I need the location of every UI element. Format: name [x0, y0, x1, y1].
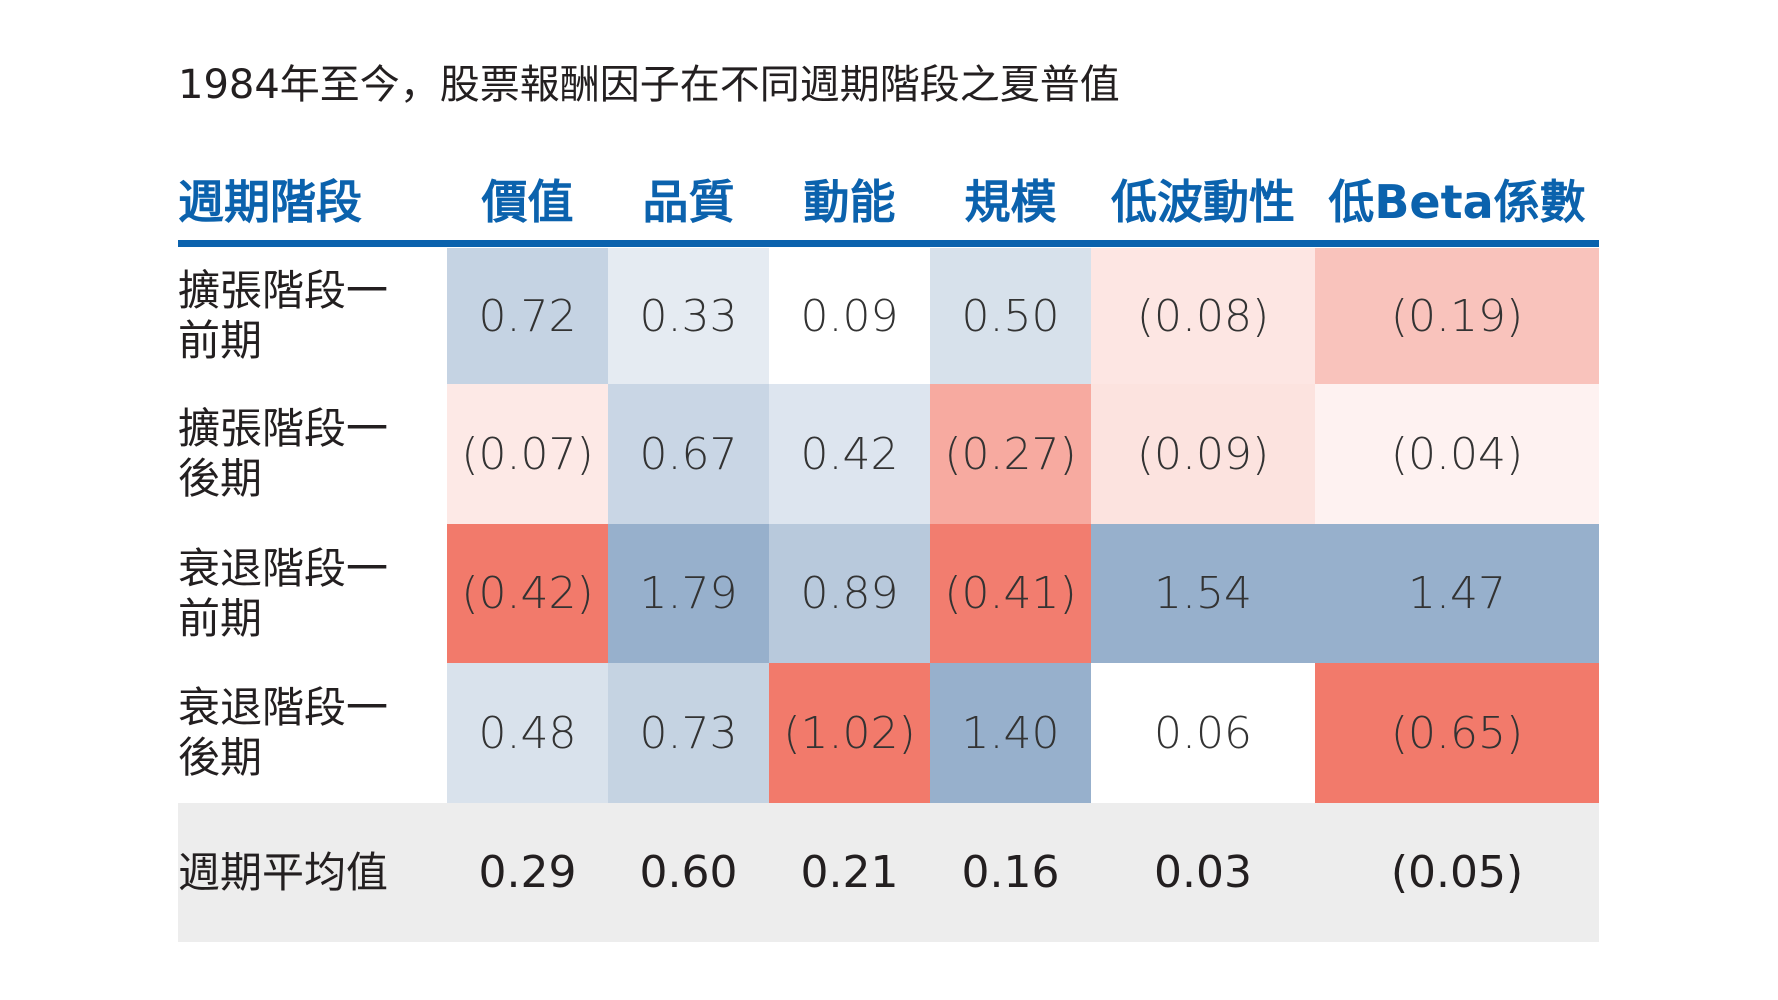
heatmap-cell: 0.48: [447, 663, 608, 803]
row-label-line1: 衰退階段一: [178, 543, 389, 593]
average-cell: 0.29: [478, 847, 577, 898]
heatmap-cell: 0.73: [608, 663, 769, 803]
column-header: 動能: [803, 175, 896, 229]
row-header-label: 週期階段: [178, 175, 362, 229]
heatmap-cell: (0.04): [1315, 384, 1599, 524]
row-label: 衰退階段一 前期: [178, 524, 447, 663]
heatmap-cell: 0.72: [447, 248, 608, 384]
heatmap-cell: 0.06: [1091, 663, 1315, 803]
heatmap-cell: (0.41): [930, 524, 1091, 663]
heatmap-cell: 1.79: [608, 524, 769, 663]
row-label: 衰退階段一 後期: [178, 663, 447, 803]
column-header: 低Beta係數: [1328, 175, 1586, 229]
column-header: 價值: [481, 175, 574, 229]
table-row: 擴張階段一 前期 0.72 0.33 0.09 0.50 (0.08) (0.19): [178, 248, 1599, 384]
column-header: 低波動性: [1111, 175, 1295, 229]
row-label: 擴張階段一 後期: [178, 384, 447, 524]
heatmap-cell: (0.09): [1091, 384, 1315, 524]
average-cell: (0.05): [1390, 847, 1524, 898]
table-row: 衰退階段一 後期 0.48 0.73 (1.02) 1.40 0.06 (0.65): [178, 663, 1599, 803]
row-label-line2: 後期: [178, 454, 263, 503]
column-header: 規模: [964, 175, 1057, 229]
table-row: 擴張階段一 後期 (0.07) 0.67 0.42 (0.27) (0.09) (0.04): [178, 384, 1599, 524]
heatmap-cell: 0.50: [930, 248, 1091, 384]
average-row: 週期平均值 0.29 0.60 0.21 0.16 0.03 (0.05): [178, 803, 1599, 942]
row-label-line1: 衰退階段一: [178, 683, 389, 732]
row-label-line1: 擴張階段一: [178, 404, 389, 453]
row-label-line2: 前期: [178, 593, 263, 643]
heatmap-cell: 0.89: [769, 524, 930, 663]
average-cell: 0.60: [639, 847, 738, 898]
column-header-row: 週期階段 價值 品質 動能 規模 低波動性 低Beta係數: [178, 168, 1599, 236]
average-cell: 0.03: [1154, 847, 1252, 898]
heatmap-cell: (0.19): [1315, 248, 1599, 384]
heatmap-cell: (0.07): [447, 384, 608, 524]
column-header: 品質: [642, 175, 735, 229]
chart-title: 1984年至今，股票報酬因子在不同週期階段之夏普值: [178, 62, 1120, 108]
heatmap-cell: (0.65): [1315, 663, 1599, 803]
heatmap-cell: (0.42): [447, 524, 608, 663]
row-label-line1: 擴張階段一: [178, 266, 389, 315]
heatmap-cell: (1.02): [769, 663, 930, 803]
average-cell: 0.16: [961, 847, 1060, 898]
heatmap-cell: 0.67: [608, 384, 769, 524]
average-cell: 0.21: [800, 847, 899, 898]
heatmap-cell: (0.27): [930, 384, 1091, 524]
row-label-line2: 前期: [178, 316, 263, 365]
heatmap-cell: 1.47: [1315, 524, 1599, 663]
row-label-line2: 後期: [178, 733, 263, 782]
average-label: 週期平均值: [178, 847, 389, 897]
heatmap-cell: (0.08): [1091, 248, 1315, 384]
row-label: 擴張階段一 前期: [178, 248, 447, 384]
heatmap-cell: 0.09: [769, 248, 930, 384]
heatmap-cell: 1.54: [1091, 524, 1315, 663]
heatmap-cell: 0.42: [769, 384, 930, 524]
header-divider: [178, 240, 1599, 247]
table-row: 衰退階段一 前期 (0.42) 1.79 0.89 (0.41) 1.54 1.47: [178, 524, 1599, 663]
heatmap-cell: 0.33: [608, 248, 769, 384]
heatmap-cell: 1.40: [930, 663, 1091, 803]
